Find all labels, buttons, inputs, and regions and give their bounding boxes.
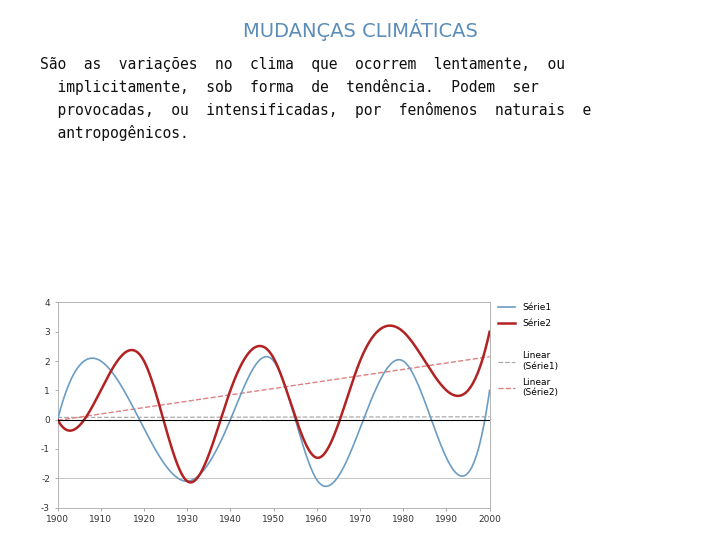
Text: São  as  variações  no  clima  que  ocorrem  lentamente,  ou
  implicitamente,  : São as variações no clima que ocorrem le… <box>40 57 591 141</box>
Text: MUDANÇAS CLIMÁTICAS: MUDANÇAS CLIMÁTICAS <box>243 19 477 41</box>
Legend: Série1, Série2, , Linear
(Série1), Linear
(Série2): Série1, Série2, , Linear (Série1), Linea… <box>498 303 558 397</box>
